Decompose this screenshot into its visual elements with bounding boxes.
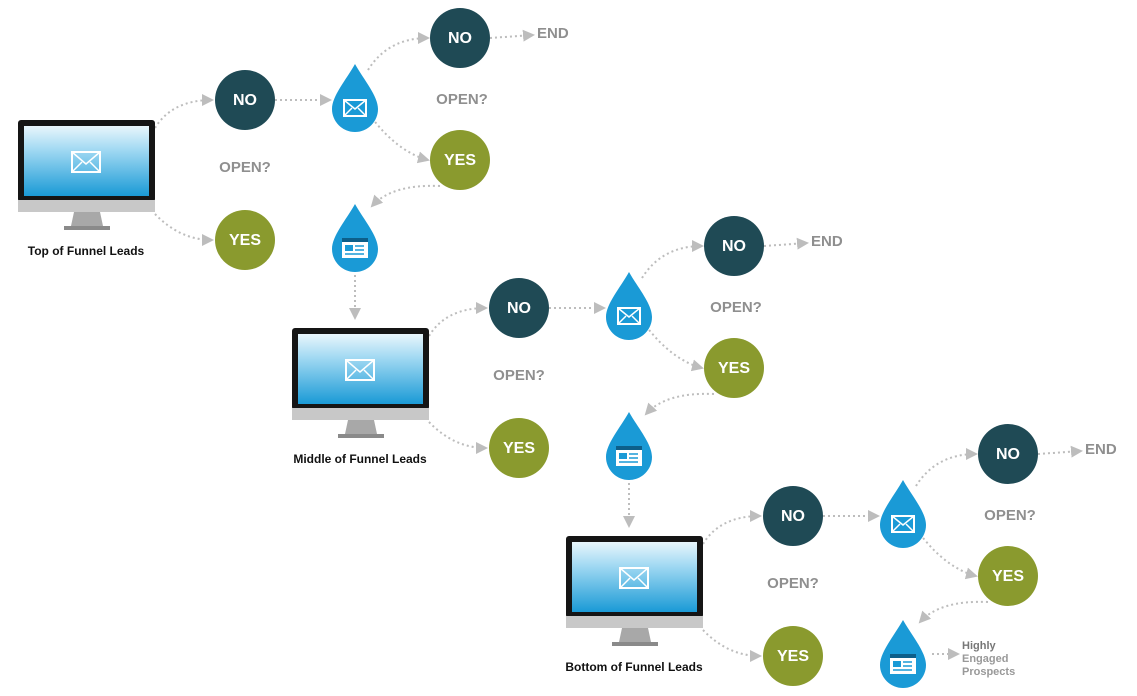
page-bar [890,654,916,658]
page-bar [616,446,642,450]
connector [703,516,760,544]
connector [368,38,428,70]
open-question: OPEN? [436,91,488,108]
end-label: END [537,25,569,42]
monitor-stand [71,212,103,226]
monitor-base [612,642,658,646]
end-label: END [811,233,843,250]
connector [372,118,428,160]
stage-label: Top of Funnel Leads [28,244,145,258]
yes-label: YES [444,152,476,169]
connector [155,214,212,240]
monitor-stand [345,420,377,434]
open-question: OPEN? [219,159,271,176]
yes-label: YES [503,440,535,457]
connector [490,35,533,38]
connector [920,602,988,622]
funnel-stage: Top of Funnel Leads NO YES OPEN? NO YES OPEN? E… [18,8,569,318]
no-label: NO [507,300,531,317]
monitor-screen [24,126,149,196]
yes-label: YES [992,568,1024,585]
no-label: NO [233,92,257,109]
connector [646,394,714,414]
connector [916,454,976,486]
stage-label: Bottom of Funnel Leads [565,660,703,674]
drop [332,64,378,132]
monitor-stand [619,628,651,642]
funnel-diagram: Top of Funnel Leads NO YES OPEN? NO YES OPEN? E… [0,0,1137,696]
monitor-base [338,434,384,438]
monitor-chin [18,200,155,212]
connector [372,186,440,206]
connector [920,534,976,576]
connector [764,243,807,246]
open-question: OPEN? [710,299,762,316]
no-label: NO [781,508,805,525]
outcome-label: Highly [962,640,996,652]
outcome-label: Prospects [962,666,1015,678]
page-block [345,245,353,251]
monitor-chin [566,616,703,628]
monitor-base [64,226,110,230]
page-block [619,453,627,459]
monitor-screen [572,542,697,612]
page-bar [342,238,368,242]
outcome-label: Engaged [962,653,1008,665]
monitor-chin [292,408,429,420]
yes-label: YES [777,648,809,665]
monitor-screen [298,334,423,404]
funnel-stage: Middle of Funnel Leads NO YES OPEN? NO YES OPE… [292,216,843,526]
open-question: OPEN? [493,367,545,384]
connector [646,326,702,368]
connector [429,308,486,336]
page-block [893,661,901,667]
no-label: NO [448,30,472,47]
no-label: NO [996,446,1020,463]
connector [155,100,212,128]
drop [880,480,926,548]
end-label: END [1085,441,1117,458]
open-question: OPEN? [767,575,819,592]
stage-label: Middle of Funnel Leads [293,452,427,466]
connector [429,422,486,448]
open-question: OPEN? [984,507,1036,524]
connector [642,246,702,278]
drop [606,272,652,340]
yes-label: YES [229,232,261,249]
no-label: NO [722,238,746,255]
connector [703,630,760,656]
connector [1038,451,1081,454]
yes-label: YES [718,360,750,377]
